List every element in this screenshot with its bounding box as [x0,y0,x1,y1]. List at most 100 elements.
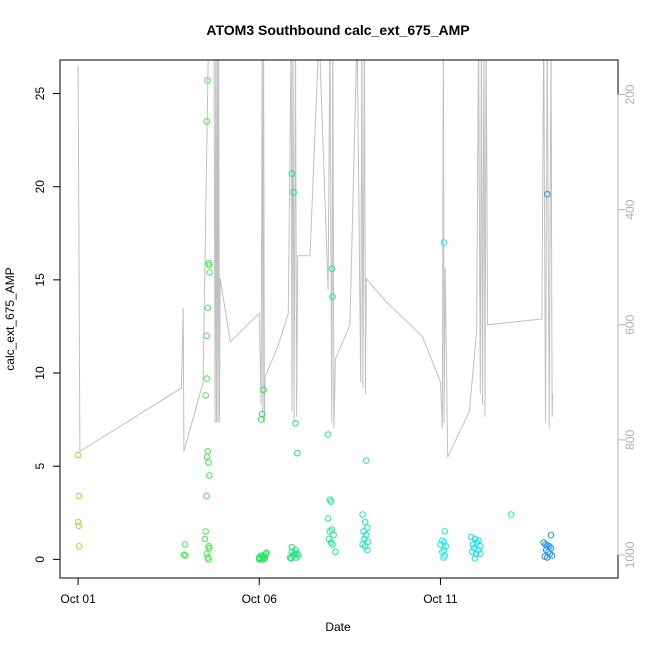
data-point [288,170,296,177]
data-point [440,554,447,561]
data-point [75,492,83,500]
x-tick-label: Oct 11 [423,592,458,606]
y-axis: 0 5 10 15 20 25 [33,87,61,563]
data-point [362,457,370,464]
data-point [75,522,83,530]
data-point [329,293,336,300]
data-point [257,416,265,423]
data-point [203,492,210,500]
data-point [477,543,484,550]
data-point [205,556,212,563]
x-axis-label: Date [325,620,351,634]
depth-tick-label: 200 [623,84,637,104]
data-point [203,375,210,382]
data-point [201,535,209,543]
data-point [256,556,263,563]
y-tick-label: 0 [33,556,47,563]
data-point [206,472,213,479]
data-point [359,511,366,518]
data-point [469,548,476,556]
data-point [180,551,188,559]
data-point [203,118,210,125]
data-point [287,555,295,562]
data-point [468,533,475,541]
data-point [325,535,333,543]
points-layer [74,77,556,563]
data-point [292,546,299,554]
data-point [328,265,336,273]
y-tick-label: 10 [33,366,47,380]
data-point [294,449,301,457]
y-tick-label: 15 [33,273,47,287]
data-point [469,541,477,548]
y-tick-label: 5 [33,463,47,470]
data-point [441,552,449,559]
data-point [547,531,555,539]
data-point [75,543,83,550]
data-point [329,541,336,548]
data-point [543,546,550,554]
data-point [332,548,339,556]
data-point [324,431,332,438]
data-point [258,410,266,418]
depth-tick-label: 600 [623,314,637,334]
data-point [440,539,448,546]
data-point [477,550,484,558]
data-point [260,386,267,394]
data-point [182,552,189,559]
depth-trace-layer [77,60,554,458]
depth-axis: 200 400 600 800 1000 [617,84,637,568]
data-point [442,543,450,550]
data-point [544,554,551,561]
data-point [290,189,298,196]
data-point [330,531,337,539]
data-point [206,269,213,276]
data-point [291,550,299,558]
data-point [440,239,448,246]
chart-title: ATOM3 Southbound calc_ext_675_AMP [206,22,469,38]
depth-trace-line [77,60,554,458]
data-point [292,420,299,427]
data-point [364,538,372,546]
data-point [471,555,479,562]
data-point [204,304,212,312]
data-point [507,511,515,518]
data-point [362,531,370,539]
data-point [203,332,210,340]
data-point [202,528,209,535]
data-point [475,537,482,545]
data-point [471,535,479,543]
data-point [206,544,213,552]
data-point [74,518,82,526]
depth-tick-label: 400 [623,199,637,219]
data-point [205,459,212,466]
y-tick-label: 25 [33,87,47,101]
data-point [324,515,332,522]
data-point [364,546,371,554]
data-point [364,524,371,532]
data-point [204,448,212,455]
data-point [203,550,210,558]
depth-tick-label: 1000 [623,541,637,568]
y-tick-label: 20 [33,180,47,194]
data-point [327,539,335,546]
x-tick-label: Oct 01 [60,592,96,606]
plot-frame [59,59,619,579]
data-point [181,541,189,548]
data-point [74,451,82,459]
data-point [441,528,449,535]
y-axis-label: calc_ext_675_AMP [3,267,17,370]
data-point [295,552,302,559]
data-point [473,539,481,546]
data-point [326,528,334,535]
data-point [202,392,209,399]
data-point [439,537,446,545]
data-point [203,453,211,461]
data-point [204,77,211,84]
data-point [472,550,480,558]
data-point [361,518,369,526]
data-point [263,549,270,557]
data-point [327,498,335,505]
x-tick-label: Oct 06 [242,592,278,606]
